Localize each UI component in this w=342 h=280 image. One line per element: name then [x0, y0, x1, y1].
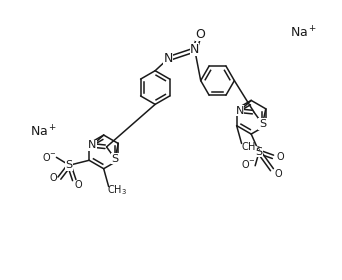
Text: S: S: [255, 147, 263, 157]
Text: N: N: [236, 106, 244, 116]
Text: O: O: [75, 180, 82, 190]
Text: N: N: [88, 140, 96, 150]
Text: N: N: [190, 43, 199, 56]
Text: O: O: [195, 27, 205, 41]
Text: O$^{-}$: O$^{-}$: [241, 158, 255, 170]
Text: O: O: [274, 169, 282, 179]
Text: S: S: [66, 160, 73, 170]
Text: Na$^+$: Na$^+$: [30, 124, 57, 140]
Text: Na$^+$: Na$^+$: [290, 25, 317, 41]
Text: CH$_3$: CH$_3$: [241, 141, 262, 154]
Text: O: O: [50, 173, 57, 183]
Text: O: O: [276, 152, 284, 162]
Text: S: S: [259, 119, 266, 129]
Text: CH$_3$: CH$_3$: [107, 184, 127, 197]
Text: O$^{-}$: O$^{-}$: [42, 151, 57, 163]
Text: N: N: [163, 52, 173, 65]
Text: S: S: [111, 154, 119, 164]
